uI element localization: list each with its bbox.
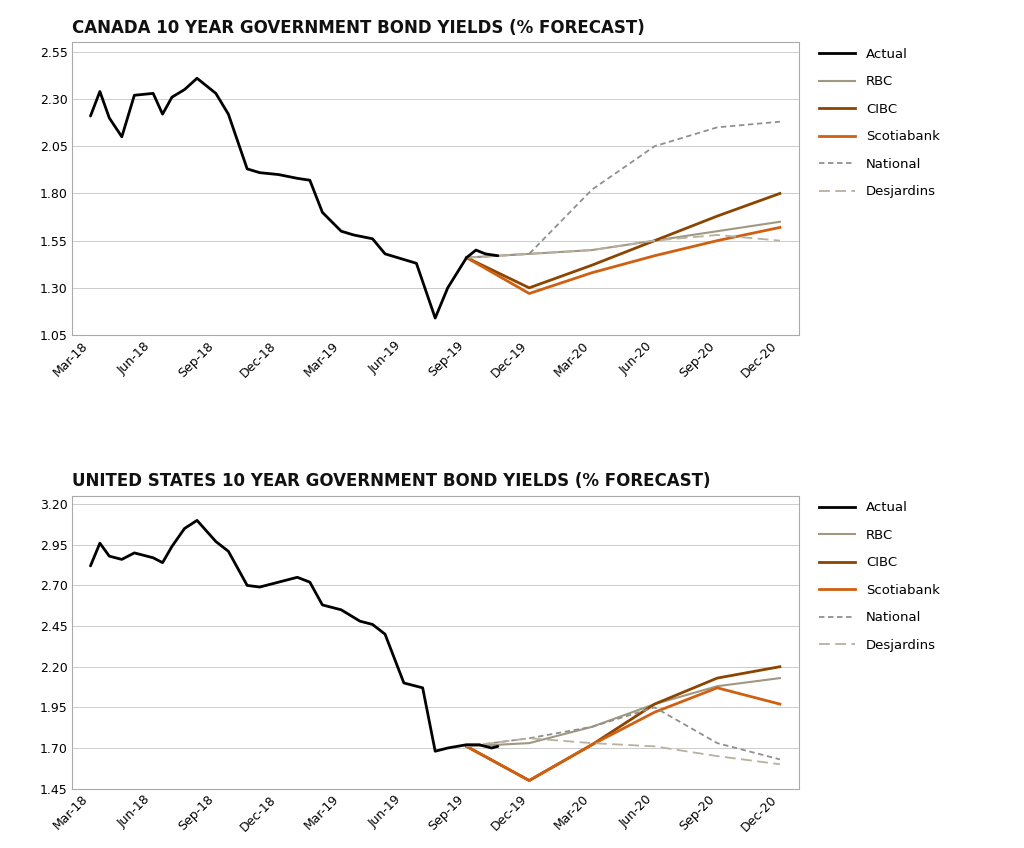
Text: UNITED STATES 10 YEAR GOVERNMENT BOND YIELDS (% FORECAST): UNITED STATES 10 YEAR GOVERNMENT BOND YI… — [72, 472, 711, 490]
Legend: Actual, RBC, CIBC, Scotiabank, National, Desjardins: Actual, RBC, CIBC, Scotiabank, National,… — [813, 42, 945, 204]
Legend: Actual, RBC, CIBC, Scotiabank, National, Desjardins: Actual, RBC, CIBC, Scotiabank, National,… — [813, 496, 945, 657]
Text: CANADA 10 YEAR GOVERNMENT BOND YIELDS (% FORECAST): CANADA 10 YEAR GOVERNMENT BOND YIELDS (%… — [72, 19, 644, 36]
